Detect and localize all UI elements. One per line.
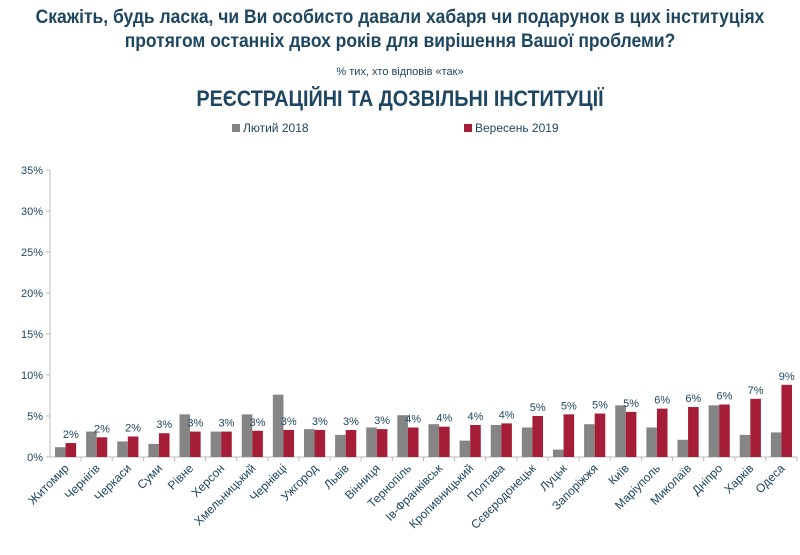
y-tick-label: 30% — [21, 206, 43, 218]
data-label: 3% — [312, 416, 328, 428]
bar-2019 — [625, 411, 637, 457]
bar-2019 — [407, 427, 419, 457]
bar-2019 — [65, 443, 77, 457]
bar-2019 — [127, 436, 139, 457]
data-label: 3% — [281, 416, 297, 428]
bar-2018 — [303, 429, 315, 457]
bar-2019 — [345, 429, 357, 457]
data-label: 2% — [125, 423, 141, 435]
data-label: 3% — [250, 417, 266, 429]
legend-item-2018: Лютий 2018 — [232, 121, 309, 135]
legend-label-2019: Вересень 2019 — [475, 121, 559, 135]
bar-2018 — [677, 439, 689, 457]
data-label: 5% — [530, 402, 546, 414]
bar-2018 — [179, 414, 191, 457]
bar-2018 — [54, 447, 66, 457]
bar-2018 — [366, 427, 377, 457]
bar-2019 — [594, 413, 606, 457]
y-tick-label: 35% — [21, 165, 43, 177]
y-tick-label: 15% — [21, 329, 43, 341]
y-tick-label: 25% — [21, 247, 43, 259]
data-label: 2% — [63, 429, 79, 441]
question-line-1: Скажіть, будь ласка, чи Ви особисто дава… — [35, 7, 765, 28]
bar-2019 — [252, 430, 263, 457]
data-label: 7% — [748, 385, 764, 397]
bar-2019 — [376, 429, 388, 457]
y-tick-label: 10% — [21, 370, 43, 382]
bar-2018 — [117, 441, 128, 457]
x-tick-label: Житомир — [25, 461, 72, 508]
chart-title: РЕЄСТРАЦІЙНІ ТА ДОЗВІЛЬНІ ІНСТИТУЦІЇ — [196, 86, 604, 111]
y-tick-label: 20% — [21, 288, 43, 300]
x-tick-label: Харків — [721, 461, 756, 496]
data-label: 9% — [779, 371, 795, 383]
question-line-2: протягом останніх двох років для вирішен… — [124, 31, 676, 52]
bar-2019 — [656, 408, 668, 457]
legend-swatch-2019 — [464, 124, 472, 132]
bar-2019 — [688, 406, 699, 457]
bar-2019 — [190, 431, 201, 457]
bar-2018 — [708, 405, 720, 457]
data-label: 4% — [468, 411, 484, 423]
bar-2018 — [490, 425, 502, 457]
bar-2018 — [584, 424, 595, 457]
data-label: 5% — [592, 400, 608, 412]
bar-2019 — [283, 429, 295, 457]
bar-2018 — [428, 424, 440, 457]
data-label: 3% — [374, 415, 390, 427]
data-label: 3% — [343, 416, 359, 428]
chart-subtitle: % тих, хто відповів «так» — [336, 66, 464, 78]
bar-2018 — [615, 405, 626, 457]
bar-2019 — [221, 431, 232, 457]
bar-2019 — [501, 423, 512, 457]
data-label: 6% — [654, 395, 670, 407]
bar-2018 — [210, 431, 222, 457]
data-label: 4% — [436, 413, 452, 425]
bar-2018 — [86, 431, 97, 457]
bar-2019 — [158, 433, 170, 457]
x-tick-label: Суми — [134, 461, 165, 492]
bar-2019 — [96, 437, 108, 457]
data-label: 5% — [561, 400, 577, 412]
x-tick-label: Дніпро — [689, 461, 725, 497]
bar-2018 — [646, 427, 657, 457]
y-tick-label: 0% — [27, 452, 43, 464]
bar-2019 — [314, 429, 326, 457]
bar-2019 — [750, 398, 761, 457]
bar-2018 — [272, 394, 284, 457]
bar-2018 — [521, 427, 533, 457]
bar-2019 — [563, 414, 575, 457]
legend-label-2018: Лютий 2018 — [243, 121, 309, 135]
x-tick-label: Київ — [605, 461, 631, 487]
data-label: 3% — [156, 419, 172, 431]
bar-2018 — [148, 443, 159, 457]
data-label: 6% — [717, 391, 733, 403]
bar-2019 — [439, 426, 450, 457]
data-label: 4% — [405, 413, 421, 425]
bar-2018 — [739, 434, 751, 457]
data-label: 2% — [94, 423, 110, 435]
y-tick-label: 5% — [27, 411, 43, 423]
data-label: 6% — [685, 393, 701, 405]
x-tick-label: Одеса — [753, 461, 788, 496]
bar-2018 — [241, 414, 253, 457]
bar-2019 — [470, 425, 481, 457]
data-label: 3% — [219, 418, 235, 430]
bar-2018 — [397, 415, 408, 457]
data-label: 4% — [499, 409, 515, 421]
bar-2018 — [459, 440, 471, 457]
bar-2019 — [532, 416, 544, 457]
bar-2019 — [719, 404, 730, 457]
bar-2018 — [552, 449, 564, 457]
legend-item-2019: Вересень 2019 — [464, 121, 559, 135]
data-label: 3% — [187, 418, 203, 430]
bar-2018 — [335, 434, 346, 457]
bar-2018 — [770, 432, 782, 457]
data-label: 5% — [623, 398, 639, 410]
bar-2019 — [781, 384, 793, 457]
legend-swatch-2018 — [232, 124, 240, 132]
chart-question: Скажіть, будь ласка, чи Ви особисто дава… — [32, 6, 768, 54]
